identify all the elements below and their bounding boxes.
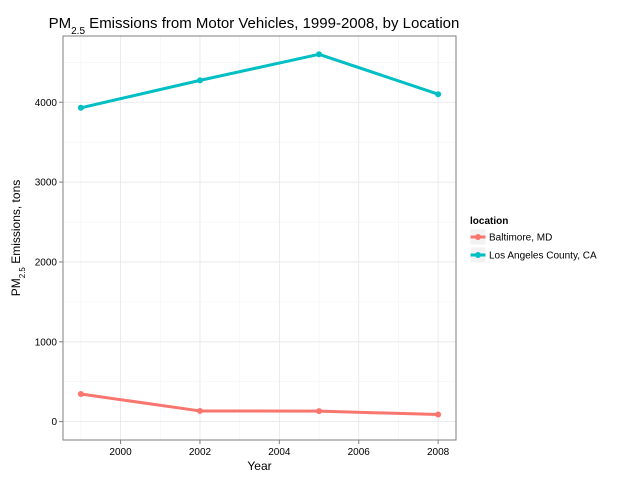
y-axis-title: PM2.5 Emissions, tons <box>9 180 27 297</box>
data-point <box>316 51 323 58</box>
data-point <box>77 104 84 111</box>
series-line <box>79 52 440 110</box>
y-tick-label: 0 <box>51 417 57 428</box>
legend-label: Baltimore, MD <box>489 233 552 244</box>
chart-title-subscript: 2.5 <box>71 26 85 37</box>
legend: location Baltimore, MD Los Angeles County… <box>469 216 597 264</box>
series-1 <box>77 391 442 418</box>
data-point <box>435 91 442 98</box>
legend-item: Baltimore, MD <box>469 228 552 246</box>
chart-title-prefix: PM <box>49 15 72 32</box>
legend-label: Los Angeles County, CA <box>489 251 597 262</box>
y-tick-label: 1000 <box>35 337 58 348</box>
data-point <box>196 407 203 414</box>
x-tick-label: 2000 <box>109 447 132 458</box>
x-axis-title: Year <box>247 459 271 473</box>
legend-item: Los Angeles County, CA <box>469 246 597 264</box>
grid-major <box>63 36 456 440</box>
legend-items: Baltimore, MD Los Angeles County, CA <box>469 228 597 264</box>
data-point <box>435 411 442 418</box>
data-point <box>316 408 323 415</box>
chart-title: PM2.5 Emissions from Motor Vehicles, 199… <box>49 15 460 37</box>
x-tick-label: 2004 <box>268 447 291 458</box>
series-layer <box>77 51 442 418</box>
y-axis-title-subscript: 2.5 <box>18 267 27 279</box>
series-2 <box>77 51 442 111</box>
y-axis: 0 1000 2000 3000 4000 <box>35 98 63 428</box>
data-point <box>196 77 203 84</box>
series-line <box>79 392 440 417</box>
data-point <box>77 391 84 398</box>
x-tick-label: 2002 <box>189 447 212 458</box>
y-tick-label: 2000 <box>35 257 58 268</box>
y-axis-title-suffix: Emissions, tons <box>9 180 23 267</box>
plot-panel-background <box>63 36 456 440</box>
chart-title-suffix: Emissions from Motor Vehicles, 1999-2008… <box>85 15 459 32</box>
legend-title: location <box>470 216 508 227</box>
x-tick-label: 2008 <box>427 447 450 458</box>
x-axis: 2000 2002 2004 2006 2008 <box>109 440 450 458</box>
y-axis-title-prefix: PM <box>9 278 23 296</box>
legend-key-point <box>475 252 481 258</box>
plot-panel-border <box>62 35 457 441</box>
plot-panel <box>62 35 457 441</box>
legend-key-point <box>475 234 481 240</box>
x-tick-label: 2006 <box>348 447 371 458</box>
y-tick-label: 3000 <box>35 178 58 189</box>
grid-minor <box>63 36 456 440</box>
y-tick-label: 4000 <box>35 98 58 109</box>
